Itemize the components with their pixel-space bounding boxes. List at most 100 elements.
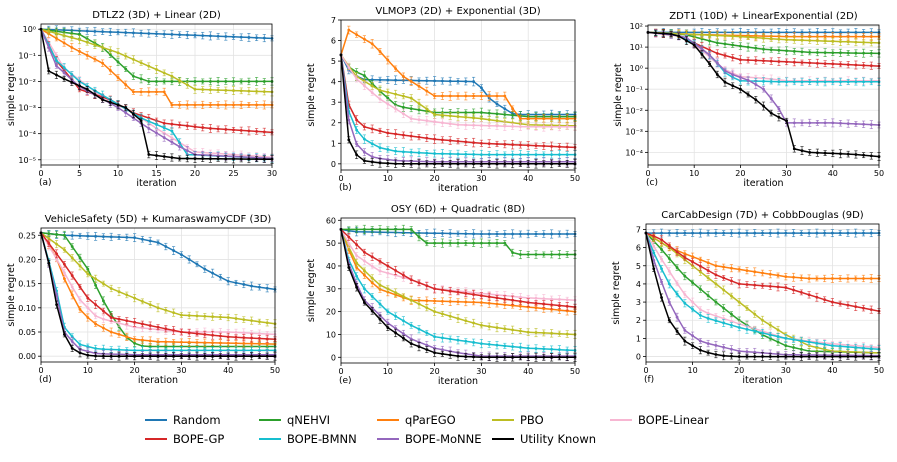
data-point	[448, 139, 452, 142]
data-point	[862, 80, 865, 84]
data-point	[746, 78, 750, 82]
data-point	[869, 41, 873, 45]
data-point	[495, 241, 499, 245]
x-tick-label: 15	[151, 169, 161, 178]
data-point	[386, 78, 390, 82]
data-point	[480, 141, 483, 145]
x-tick-label: 20	[130, 366, 140, 375]
data-point	[378, 50, 382, 53]
y-tick-label: 0.15	[18, 280, 36, 289]
data-point	[558, 308, 561, 312]
data-point	[78, 343, 82, 346]
y-tick-label: 7	[331, 16, 336, 25]
data-point	[250, 284, 254, 288]
data-point	[534, 153, 538, 156]
data-point	[386, 228, 390, 231]
data-point	[472, 80, 475, 83]
data-point	[70, 36, 74, 39]
data-point	[550, 125, 553, 129]
data-point	[792, 80, 796, 84]
data-point	[224, 128, 228, 131]
data-point	[487, 142, 491, 146]
data-point	[94, 347, 97, 350]
data-point	[219, 330, 222, 334]
data-point	[62, 71, 66, 75]
data-point	[78, 298, 82, 302]
panel-b: 0 10 20 30 40 50 0 1 2 3 4 5 6 7 VLMOP3 (2D) + Exponen…	[306, 6, 580, 194]
data-point	[472, 123, 475, 127]
data-point	[133, 341, 137, 345]
data-point	[170, 33, 174, 36]
data-point	[70, 256, 74, 260]
data-point	[511, 143, 514, 147]
data-point	[441, 231, 444, 235]
data-point	[441, 94, 444, 98]
data-point	[846, 63, 850, 67]
data-point	[480, 153, 483, 156]
data-point	[370, 142, 374, 146]
data-point	[370, 160, 374, 164]
data-point	[255, 36, 258, 40]
data-point	[739, 76, 742, 79]
data-point	[209, 127, 212, 130]
y-tick-label: 10⁰	[630, 64, 643, 73]
data-point	[402, 150, 405, 154]
series-bope-bmnn	[339, 53, 577, 160]
data-point	[187, 331, 191, 335]
data-point	[448, 79, 452, 83]
data-point	[433, 120, 436, 124]
series-bope-linear	[339, 53, 577, 132]
data-point	[164, 245, 168, 248]
data-point	[550, 232, 553, 236]
data-point	[869, 51, 873, 55]
data-point	[425, 241, 429, 245]
data-point	[148, 239, 152, 243]
data-point	[139, 77, 143, 81]
data-point	[148, 339, 152, 343]
data-point	[94, 234, 97, 238]
data-point	[234, 341, 238, 345]
data-point	[792, 38, 796, 42]
data-point	[846, 40, 850, 44]
data-point	[347, 228, 351, 231]
data-point	[262, 103, 266, 107]
data-point	[823, 121, 827, 125]
data-point	[386, 102, 390, 106]
data-point	[193, 33, 197, 37]
data-point	[800, 121, 804, 125]
data-point	[201, 80, 205, 83]
series-qparego	[339, 25, 577, 124]
data-point	[62, 41, 66, 45]
data-point	[448, 162, 452, 166]
panel-label: (c)	[646, 178, 658, 188]
data-point	[185, 103, 189, 107]
data-point	[534, 125, 538, 129]
y-axis-label: simple regret	[6, 263, 17, 326]
data-point	[70, 340, 74, 343]
data-point	[823, 62, 827, 65]
data-point	[109, 330, 113, 334]
data-point	[480, 301, 483, 304]
data-point	[692, 33, 696, 36]
data-point	[762, 36, 765, 40]
series-bope-gp	[39, 231, 277, 343]
data-point	[708, 48, 711, 52]
x-tick-label: 20	[430, 174, 440, 183]
data-point	[180, 340, 183, 344]
data-point	[116, 103, 120, 107]
data-point	[456, 241, 460, 245]
data-point	[201, 103, 205, 107]
data-point	[480, 86, 483, 90]
data-point	[187, 354, 191, 358]
data-point	[224, 103, 228, 107]
data-point	[93, 43, 97, 47]
data-point	[164, 345, 168, 348]
data-point	[808, 39, 812, 42]
data-point	[262, 90, 266, 94]
data-point	[193, 87, 197, 91]
data-point	[831, 35, 835, 38]
data-point	[472, 141, 475, 145]
data-point	[370, 281, 374, 285]
data-point	[55, 59, 58, 62]
y-axis-label: simple regret	[613, 63, 624, 126]
